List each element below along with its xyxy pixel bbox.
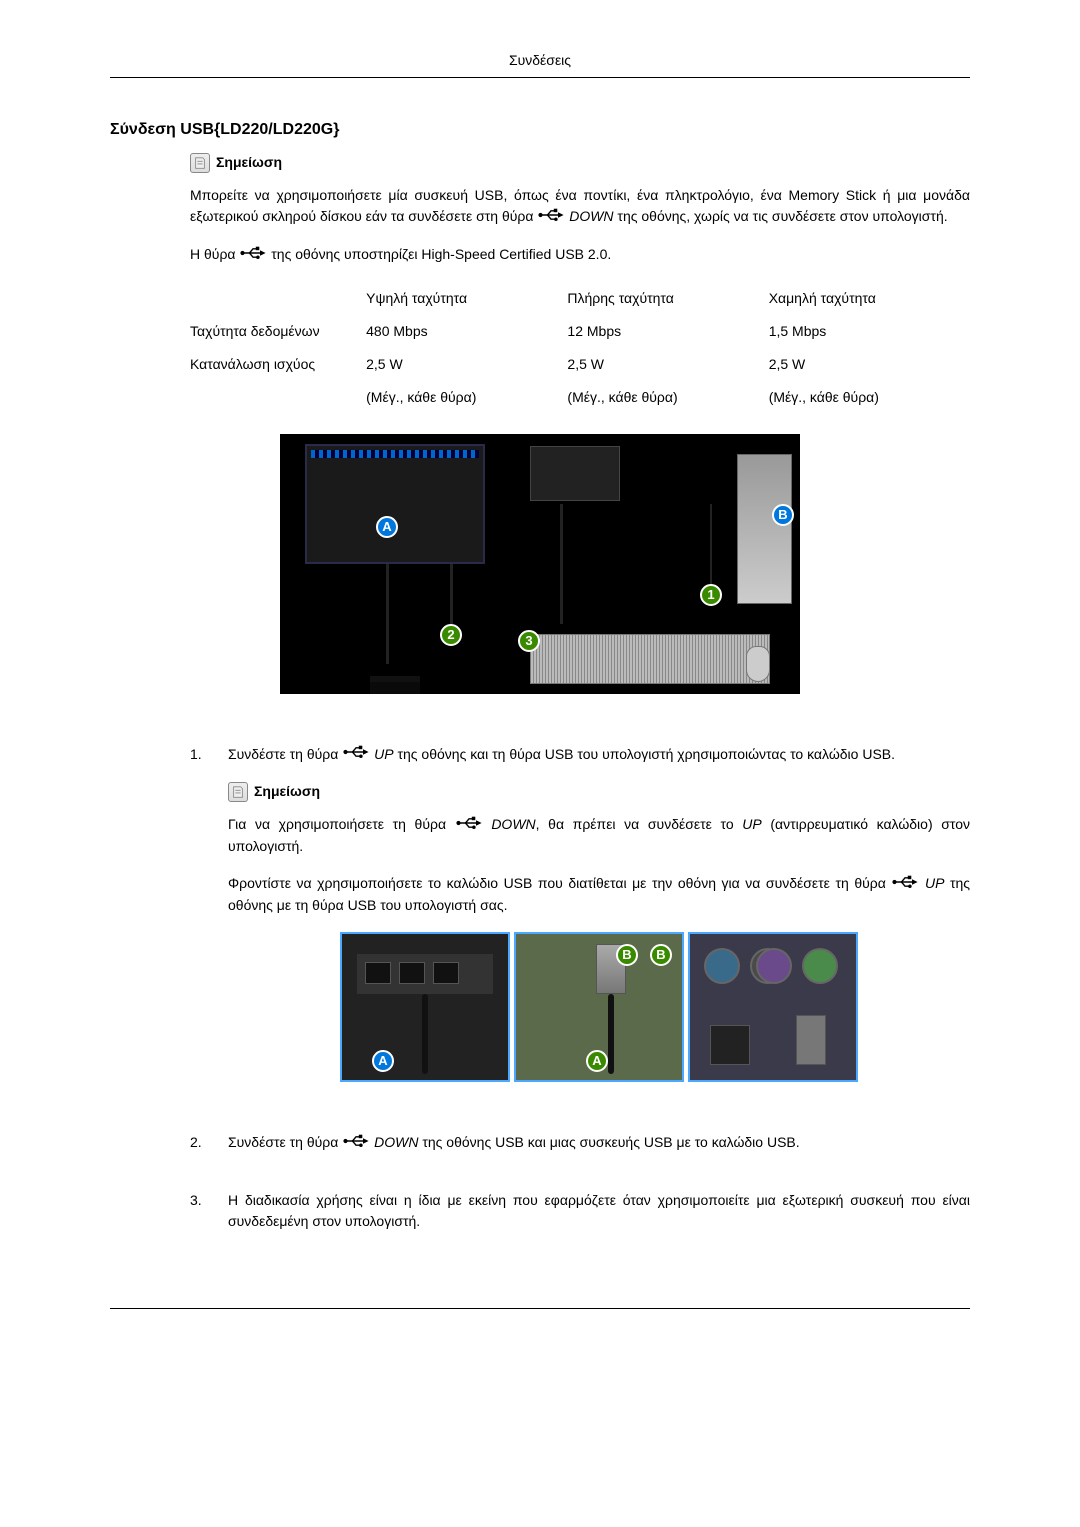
list-item: 1. Συνδέστε τη θύρα UP της οθόνης και τη…	[190, 744, 970, 1112]
step-text: Η διαδικασία χρήσης είναι η ίδια με εκεί…	[228, 1190, 970, 1232]
cell: 480 Mbps	[366, 315, 567, 348]
page-header: Συνδέσεις	[110, 50, 970, 78]
cell: 1,5 Mbps	[769, 315, 970, 348]
note-label: Σημείωση	[254, 781, 320, 802]
usb-icon	[891, 874, 919, 895]
photo-panel-c	[688, 932, 858, 1082]
step-text: Συνδέστε τη θύρα UP της οθόνης και τη θύ…	[228, 744, 970, 766]
table-row: Υψηλή ταχύτητα Πλήρης ταχύτητα Χαμηλή τα…	[190, 282, 970, 315]
note-icon	[228, 782, 248, 802]
footer-rule	[110, 1308, 970, 1309]
mouse-shape	[746, 646, 770, 682]
note-block: Σημείωση	[190, 152, 970, 173]
note-label: Σημείωση	[216, 152, 282, 173]
diagram-panel-pc: B 1 3	[510, 434, 800, 694]
badge-3: 3	[518, 630, 540, 652]
cell: (Μέγ., κάθε θύρα)	[366, 381, 567, 414]
usb-icon	[342, 744, 370, 765]
badge-b2: B	[616, 944, 638, 966]
step-note-2: Φροντίστε να χρησιμοποιήσετε το καλώδιο …	[228, 873, 970, 916]
row-label: Κατανάλωση ισχύος	[190, 348, 366, 414]
usb-icon	[239, 245, 267, 266]
cell: 2,5 W	[769, 348, 970, 381]
keyboard-shape	[530, 634, 770, 684]
cell: 2,5 W	[567, 348, 768, 381]
row-label: Ταχύτητα δεδομένων	[190, 315, 366, 348]
list-item: 2. Συνδέστε τη θύρα DOWN της οθόνης USB …	[190, 1132, 970, 1170]
col-header: Πλήρης ταχύτητα	[567, 282, 768, 315]
spec-table: Υψηλή ταχύτητα Πλήρης ταχύτητα Χαμηλή τα…	[190, 282, 970, 414]
badge-2: 2	[440, 624, 462, 646]
cell: (Μέγ., κάθε θύρα)	[567, 381, 768, 414]
step-text: Συνδέστε τη θύρα DOWN της οθόνης USB και…	[228, 1132, 970, 1154]
table-row: Κατανάλωση ισχύος 2,5 W 2,5 W 2,5 W	[190, 348, 970, 381]
badge-a: A	[372, 1050, 394, 1072]
hub-shape	[530, 446, 620, 501]
cell: (Μέγ., κάθε θύρα)	[769, 381, 970, 414]
steps-list: 1. Συνδέστε τη θύρα UP της οθόνης και τη…	[190, 744, 970, 1248]
col-header: Υψηλή ταχύτητα	[366, 282, 567, 315]
note-block: Σημείωση	[228, 781, 970, 802]
header-title: Συνδέσεις	[509, 52, 571, 68]
step-number: 3.	[190, 1190, 210, 1248]
connection-diagram: A 2 B 1 3	[110, 434, 970, 694]
cell: 12 Mbps	[567, 315, 768, 348]
note-icon	[190, 153, 210, 173]
intro-paragraph-2: Η θύρα της οθόνης υποστηρίζει High-Speed…	[190, 244, 970, 266]
col-header: Χαμηλή ταχύτητα	[769, 282, 970, 315]
badge-b: B	[650, 944, 672, 966]
badge-b: B	[772, 504, 794, 526]
badge-1: 1	[700, 584, 722, 606]
monitor-shape	[305, 444, 485, 564]
badge-a2: A	[586, 1050, 608, 1072]
table-row: Ταχύτητα δεδομένων 480 Mbps 12 Mbps 1,5 …	[190, 315, 970, 348]
diagram-panel-monitor: A 2	[280, 434, 510, 694]
usb-icon	[537, 207, 565, 228]
photo-panel-b: B A B	[514, 932, 684, 1082]
usb-icon	[455, 815, 483, 836]
photo-panel-a: A	[340, 932, 510, 1082]
section-heading: Σύνδεση USB{LD220/LD220G}	[110, 118, 970, 142]
pc-tower-shape	[737, 454, 792, 604]
step-number: 1.	[190, 744, 210, 1112]
step-note-1: Για να χρησιμοποιήσετε τη θύρα DOWN, θα …	[228, 814, 970, 857]
list-item: 3. Η διαδικασία χρήσης είναι η ίδια με ε…	[190, 1190, 970, 1248]
cell: 2,5 W	[366, 348, 567, 381]
intro-paragraph-1: Μπορείτε να χρησιμοποιήσετε μία συσκευή …	[190, 185, 970, 228]
usb-icon	[342, 1133, 370, 1154]
cable-photo-row: A B A B	[228, 932, 970, 1082]
badge-a: A	[376, 516, 398, 538]
step-number: 2.	[190, 1132, 210, 1170]
